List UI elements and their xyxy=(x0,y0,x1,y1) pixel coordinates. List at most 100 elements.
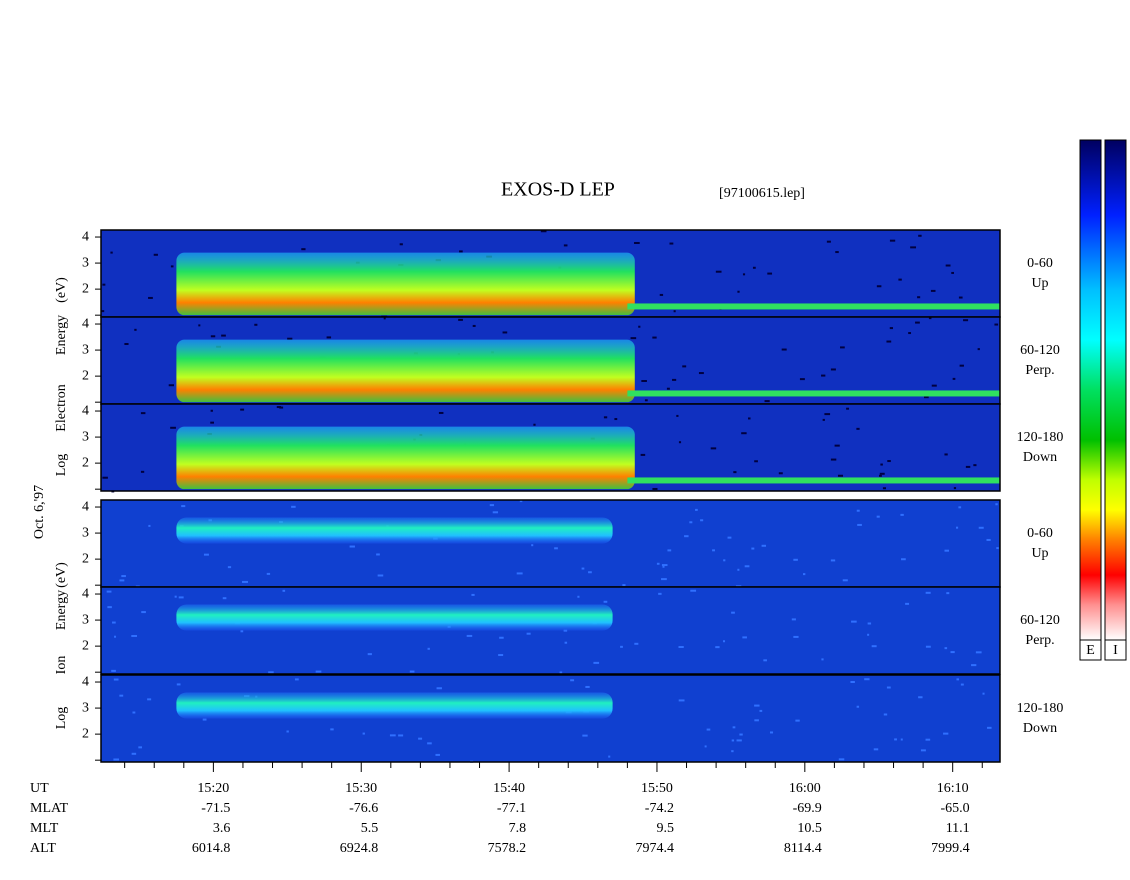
noise xyxy=(608,755,611,758)
noise xyxy=(330,728,334,731)
noise xyxy=(630,337,637,340)
noise xyxy=(652,336,657,339)
noise xyxy=(170,265,174,268)
noise xyxy=(240,408,245,411)
noise xyxy=(925,738,931,741)
noise xyxy=(362,732,365,735)
y-tick-label: 4 xyxy=(82,499,89,514)
noise xyxy=(795,719,800,722)
noise xyxy=(900,738,903,741)
noise xyxy=(879,472,885,475)
angle-label: Up xyxy=(1031,546,1048,561)
noise xyxy=(147,698,152,701)
spectrogram-tail xyxy=(627,477,1000,484)
noise xyxy=(153,253,158,256)
noise xyxy=(241,580,248,583)
noise xyxy=(141,611,146,614)
noise xyxy=(918,234,922,237)
noise xyxy=(119,579,125,582)
noise xyxy=(824,413,831,416)
noise xyxy=(279,406,284,409)
noise xyxy=(516,572,523,575)
noise xyxy=(554,547,558,550)
noise xyxy=(982,692,985,695)
noise xyxy=(291,505,296,508)
ion-axis-label: Log xyxy=(54,707,69,730)
noise xyxy=(959,364,964,367)
noise xyxy=(883,713,888,716)
noise xyxy=(181,505,186,508)
noise xyxy=(132,711,136,714)
table-value: 10.5 xyxy=(797,821,822,836)
noise xyxy=(943,732,949,735)
noise xyxy=(886,686,891,689)
spectrogram-tail xyxy=(627,390,1000,397)
noise xyxy=(925,591,931,594)
noise xyxy=(113,678,119,681)
table-value: 6924.8 xyxy=(340,841,379,856)
noise xyxy=(925,645,931,648)
noise xyxy=(459,250,463,253)
noise xyxy=(754,719,759,722)
noise xyxy=(622,584,626,587)
noise xyxy=(764,400,770,403)
noise xyxy=(977,348,980,351)
noise xyxy=(737,290,740,293)
noise xyxy=(781,348,787,351)
noise xyxy=(427,647,430,650)
y-tick-label: 4 xyxy=(82,586,89,601)
noise xyxy=(987,726,992,729)
noise xyxy=(498,654,504,657)
table-value: 7974.4 xyxy=(635,841,674,856)
table-value: 7999.4 xyxy=(931,841,970,856)
noise xyxy=(754,704,760,707)
table-row-label: UT xyxy=(30,781,49,796)
noise xyxy=(276,406,282,409)
noise xyxy=(923,396,929,399)
noise xyxy=(638,325,641,328)
table-row-label: MLAT xyxy=(30,801,69,816)
noise xyxy=(918,696,923,699)
y-tick-label: 4 xyxy=(82,674,89,689)
color-bar-key: I xyxy=(1113,643,1118,658)
noise xyxy=(889,327,893,330)
noise xyxy=(846,407,850,410)
noise xyxy=(436,687,442,690)
y-tick-label: 4 xyxy=(82,229,89,244)
noise xyxy=(928,317,932,320)
noise xyxy=(920,749,926,752)
noise xyxy=(978,526,984,529)
table-value: 9.5 xyxy=(656,821,674,836)
y-tick-label: 3 xyxy=(82,700,89,715)
y-tick-label: 2 xyxy=(82,368,89,383)
noise xyxy=(641,379,647,382)
noise xyxy=(742,273,746,276)
noise xyxy=(140,470,145,473)
noise xyxy=(383,317,386,320)
noise xyxy=(744,565,750,568)
spectrogram-band xyxy=(176,604,613,631)
y-tick-label: 2 xyxy=(82,281,89,296)
noise xyxy=(134,328,137,331)
spectrogram-tail xyxy=(627,303,1000,310)
noise xyxy=(492,511,499,514)
noise xyxy=(802,573,806,576)
noise xyxy=(640,453,646,456)
table-row-label: ALT xyxy=(30,841,56,856)
noise xyxy=(752,266,756,269)
noise xyxy=(659,293,664,296)
noise xyxy=(472,324,476,327)
noise xyxy=(119,694,124,697)
table-value: -76.6 xyxy=(349,801,378,816)
noise xyxy=(715,270,722,273)
noise xyxy=(107,606,112,609)
table-value: -65.0 xyxy=(941,801,970,816)
noise xyxy=(882,487,887,490)
noise xyxy=(799,378,805,381)
electron-axis-label: Energy xyxy=(54,315,69,355)
color-bar-key-box xyxy=(1079,639,1102,661)
angle-label: Down xyxy=(1023,721,1057,736)
x-tick-label: 15:20 xyxy=(197,781,229,796)
noise xyxy=(840,346,845,349)
